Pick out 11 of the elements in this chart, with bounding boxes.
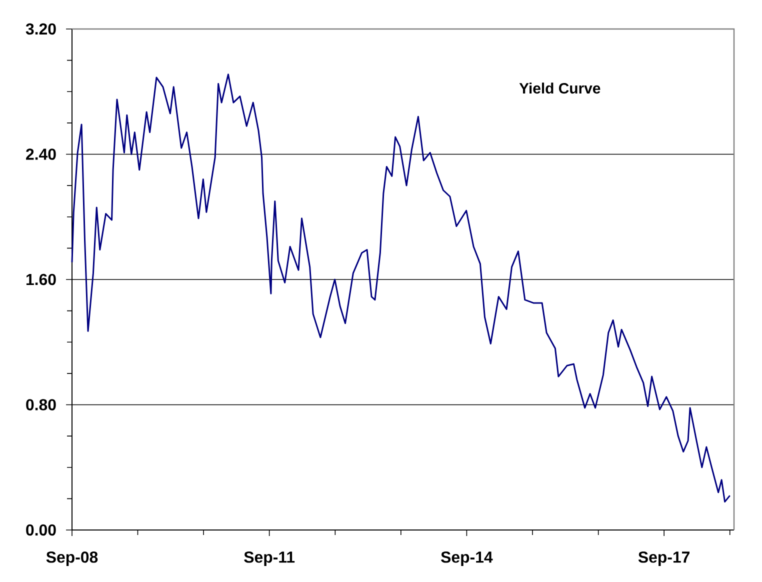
y-tick-label: 3.20 <box>26 23 56 35</box>
y-tick-label: 0.80 <box>26 399 56 410</box>
x-tick-label: Sep-11 <box>244 552 295 566</box>
x-tick-label: Sep-08 <box>46 552 98 566</box>
x-tick-label: Sep-14 <box>441 552 493 566</box>
line-series <box>71 74 731 503</box>
y-tick-label: 2.40 <box>26 148 56 160</box>
y-tick-label: 1.60 <box>26 274 56 286</box>
y-tick-label: 0.00 <box>26 524 56 536</box>
x-tick-label: Sep-17 <box>638 552 690 566</box>
text: Yield Curve <box>519 82 600 94</box>
